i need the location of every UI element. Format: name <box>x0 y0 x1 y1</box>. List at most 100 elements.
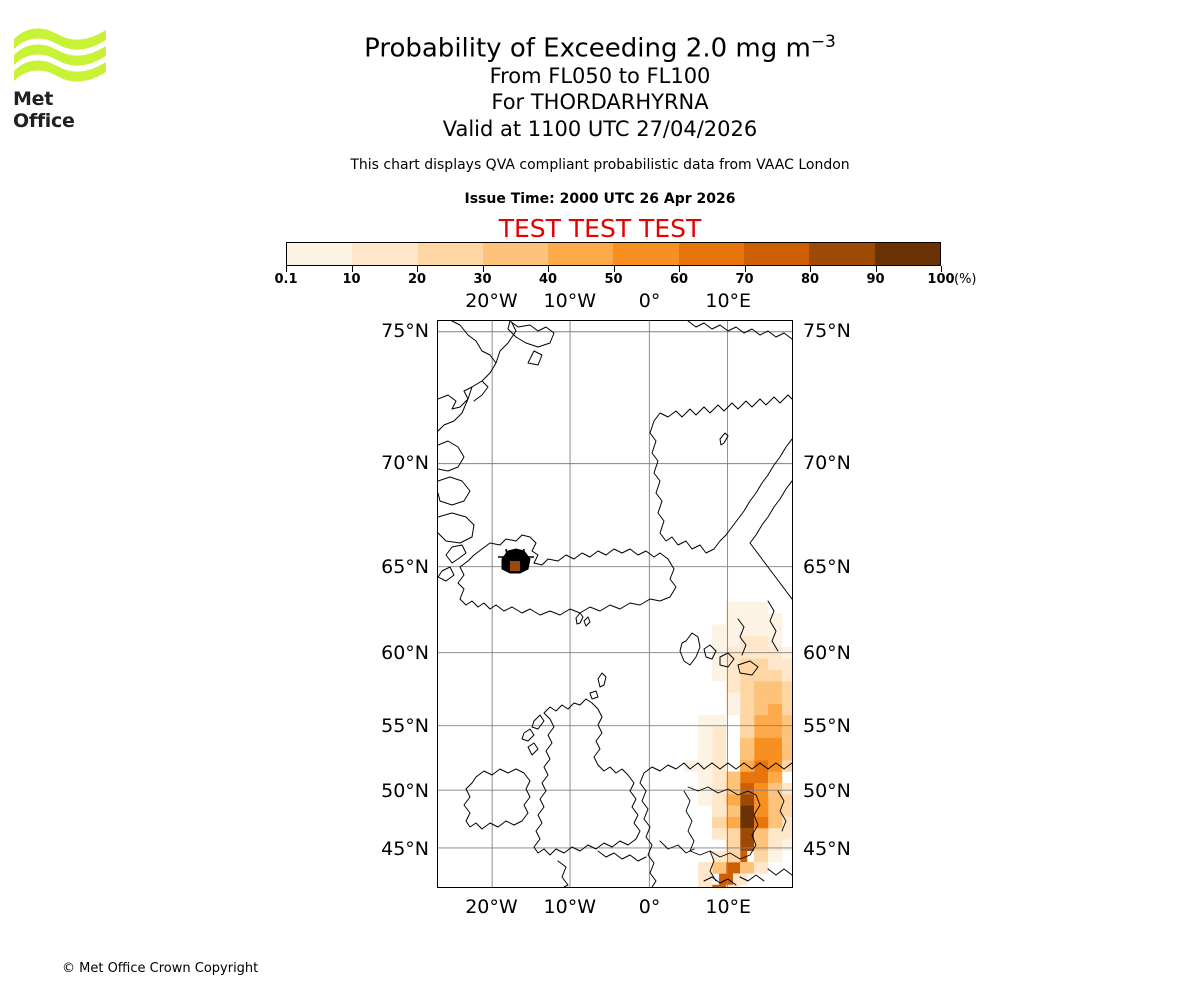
copyright-notice: © Met Office Crown Copyright <box>62 961 259 976</box>
ash-prob-cell <box>698 794 713 806</box>
colorbar-band-6 <box>678 243 745 265</box>
ash-prob-cell <box>726 658 741 670</box>
qva-disclaimer: This chart displays QVA compliant probab… <box>350 157 850 173</box>
ash-prob-cell <box>740 669 755 682</box>
colorbar-tick-50 <box>613 266 615 272</box>
colorbar-tick-label-90: 90 <box>866 272 885 287</box>
ash-prob-cell <box>740 805 755 818</box>
ash-prob-cell <box>712 805 727 818</box>
ash-prob-cell <box>754 624 769 636</box>
lat-label-left-1: 70°N <box>381 452 429 475</box>
ash-prob-cell <box>768 692 783 704</box>
ash-prob-cell <box>726 601 741 614</box>
colorbar-band-3 <box>482 243 549 265</box>
ash-prob-cell <box>698 760 713 772</box>
lon-label-bottom-3: 10°E <box>705 896 752 918</box>
ash-prob-cell <box>754 613 769 625</box>
lat-label-left-3: 60°N <box>381 641 429 664</box>
ash-prob-cell <box>754 760 769 772</box>
colorbar-gradient <box>286 242 941 266</box>
ash-prob-cell <box>781 703 792 716</box>
ash-prob-cell <box>740 601 755 614</box>
ash-prob-cell <box>781 805 792 818</box>
ash-prob-cell <box>754 850 769 863</box>
met-office-logo: Met Office <box>13 25 108 132</box>
ash-prob-cell <box>768 748 783 761</box>
ash-prob-cell <box>726 850 741 863</box>
lat-label-right-3: 60°N <box>803 641 851 664</box>
colorbar-tick-label-70: 70 <box>735 272 754 287</box>
valid-time-line: Valid at 1100 UTC 27/04/2026 <box>442 117 758 141</box>
lon-label-top-0: 20°W <box>465 290 518 312</box>
ash-prob-cell <box>754 726 769 738</box>
ash-prob-cell <box>712 658 727 670</box>
lat-label-right-5: 50°N <box>803 779 851 802</box>
ash-prob-cell <box>740 613 755 625</box>
ash-prob-cell <box>740 794 755 806</box>
ash-prob-cell <box>712 782 727 795</box>
ash-prob-cell <box>726 805 741 818</box>
ash-prob-cell <box>726 669 741 682</box>
ash-prob-cell <box>740 703 755 716</box>
ash-prob-cell <box>768 839 783 852</box>
ash-prob-cell <box>712 794 727 806</box>
colorbar-tick-labels: 0.1 10 20 30 40 50 60 70 80 90 100 <box>274 272 954 288</box>
ash-prob-cell <box>768 816 783 829</box>
ash-prob-cell <box>740 748 755 761</box>
ash-prob-cell <box>768 669 783 682</box>
ash-prob-cell <box>712 828 727 840</box>
ash-prob-cell <box>740 782 755 795</box>
lat-label-right-1: 70°N <box>803 452 851 475</box>
ash-prob-cell <box>754 805 769 818</box>
ash-prob-cell <box>768 850 783 863</box>
ash-prob-cell <box>712 624 727 636</box>
ash-prob-cell <box>726 680 741 693</box>
met-office-wordmark: Met Office <box>13 88 75 132</box>
ash-prob-cell <box>754 737 769 750</box>
colorbar-tick-label-10: 10 <box>342 272 361 287</box>
colorbar-tick-0.1 <box>286 266 287 272</box>
lon-label-top-3: 10°E <box>705 290 752 312</box>
ash-prob-cell <box>781 669 792 682</box>
ash-prob-cell <box>726 782 741 795</box>
lon-label-bottom-2: 0° <box>638 896 661 918</box>
ash-prob-cell <box>726 839 741 852</box>
ash-prob-cell <box>684 760 699 772</box>
ash-prob-cell <box>754 658 769 670</box>
lon-label-top-2: 0° <box>638 290 661 312</box>
ash-prob-cell <box>781 782 792 795</box>
ash-prob-cell <box>754 714 769 727</box>
ash-prob-cell <box>768 794 783 806</box>
page-title-text: Probability of Exceeding 2.0 mg m <box>364 33 811 64</box>
flight-level-line: From FL050 to FL100 <box>489 64 711 88</box>
colorbar-band-7 <box>744 243 810 265</box>
ash-prob-cell <box>719 873 734 885</box>
ash-prob-cell <box>768 771 783 784</box>
ash-prob-cell <box>712 635 727 648</box>
ash-prob-cell <box>740 862 755 874</box>
ash-prob-cell <box>781 726 792 738</box>
ash-prob-cell <box>754 782 769 795</box>
colorbar-tick-label-50: 50 <box>604 272 623 287</box>
test-banner: TEST TEST TEST <box>498 214 702 243</box>
page-title: Probability of Exceeding 2.0 mg m−3 <box>0 26 1200 65</box>
ash-prob-cell <box>698 748 713 761</box>
ash-prob-cell <box>740 680 755 693</box>
ash-prob-cell <box>712 760 727 772</box>
ash-prob-cell <box>754 669 769 682</box>
ash-prob-cell <box>726 692 741 704</box>
lon-label-top-1: 10°W <box>543 290 597 312</box>
ash-prob-cell <box>754 692 769 704</box>
colorbar-unit-label: (%) <box>954 272 977 287</box>
ash-prob-cell <box>768 635 783 648</box>
ash-prob-cell <box>740 726 755 738</box>
ash-prob-cell <box>781 658 792 670</box>
map-plot-area[interactable] <box>437 320 793 888</box>
ash-prob-cell <box>781 828 792 840</box>
ash-prob-cell <box>768 703 783 716</box>
ash-prob-cell <box>726 703 741 716</box>
ash-prob-cell <box>740 635 755 648</box>
volcano-name-line: For THORDARHYRNA <box>491 90 709 114</box>
ash-prob-cell <box>712 748 727 761</box>
lat-label-left-4: 55°N <box>381 715 429 738</box>
